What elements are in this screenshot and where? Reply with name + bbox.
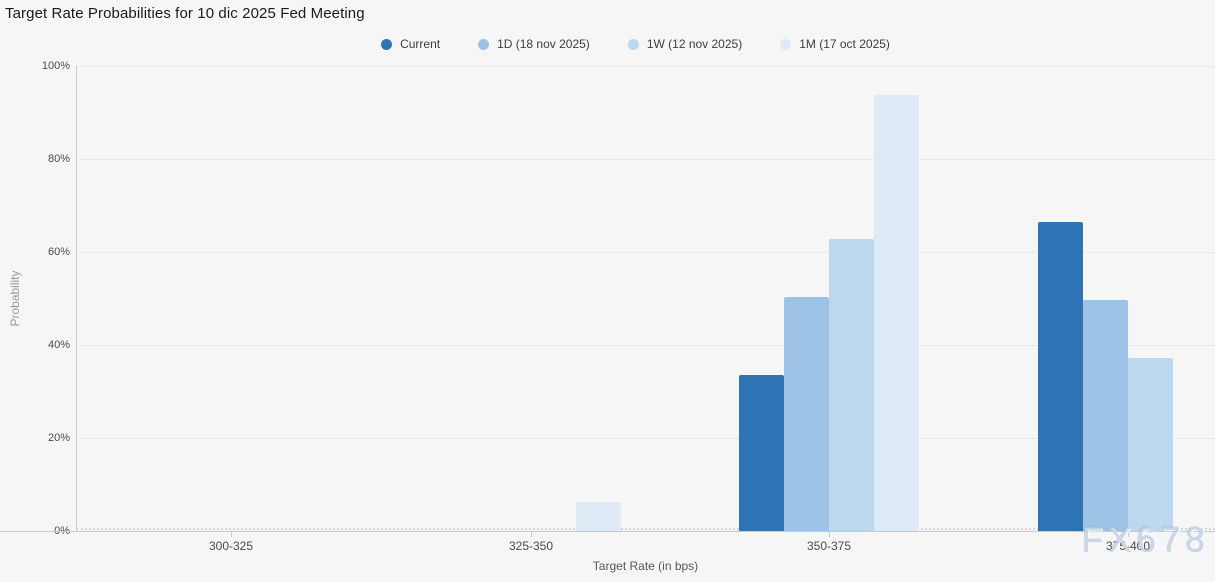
x-tick-325-350 [531,531,532,537]
legend-item-label: 1W (12 nov 2025) [646,37,743,51]
legend-item-1d[interactable]: 1D (18 nov 2025) [478,37,590,51]
y-tick-label-80: 80% [47,153,70,165]
gridline-20 [76,438,1215,439]
gridline-80 [76,159,1215,160]
x-category-label-300-325: 300-325 [208,539,254,553]
gridline-40 [76,345,1215,346]
legend-item-1w[interactable]: 1W (12 nov 2025) [627,37,743,51]
legend-item-1m[interactable]: 1M (17 oct 2025) [780,37,890,51]
legend-item-label: Current [400,37,441,51]
legend-dot-icon [381,38,393,50]
legend-dot-icon [780,38,792,50]
legend-item-label: 1M (17 oct 2025) [799,37,890,51]
legend-item-label: 1D (18 nov 2025) [497,37,590,51]
gridline-100 [76,66,1215,67]
y-axis-line [76,66,77,531]
x-tick-350-375 [829,531,830,537]
x-axis-title: Target Rate (in bps) [592,559,699,573]
y-tick-label-100: 100% [41,60,70,72]
x-axis-line [0,531,1215,532]
x-category-label-350-375: 350-375 [806,539,852,553]
watermark-fx678: FX678 [1082,521,1211,560]
bar-current-350-375[interactable] [739,375,784,531]
legend: Current 1D (18 nov 2025) 1W (12 nov 2025) 1… [0,37,1215,51]
y-tick-label-60: 60% [47,246,70,258]
bar-1w-375-400[interactable] [1128,358,1173,531]
y-axis-title: Probability [8,270,22,327]
bar-1d-350-375[interactable] [784,297,829,531]
bar-current-375-400[interactable] [1038,221,1083,531]
x-category-label-375-400: 375-400 [1105,539,1151,553]
y-tick-label-40: 40% [47,339,70,351]
x-tick-300-325 [231,531,232,537]
y-tick-label-20: 20% [47,432,70,444]
x-tick-375-400 [1128,531,1129,537]
legend-dot-icon [478,38,490,50]
chart-title: Target Rate Probabilities for 10 dic 202… [5,5,365,22]
bar-1d-375-400[interactable] [1083,299,1128,531]
gridline-60 [76,252,1215,253]
axis-minor-ticks [76,528,1215,530]
bar-1m-325-350[interactable] [576,501,621,531]
legend-item-current[interactable]: Current [381,37,440,51]
x-category-label-325-350: 325-350 [508,539,554,553]
bar-1w-350-375[interactable] [829,238,874,531]
legend-dot-icon [627,38,639,50]
bar-1m-350-375[interactable] [874,95,919,531]
